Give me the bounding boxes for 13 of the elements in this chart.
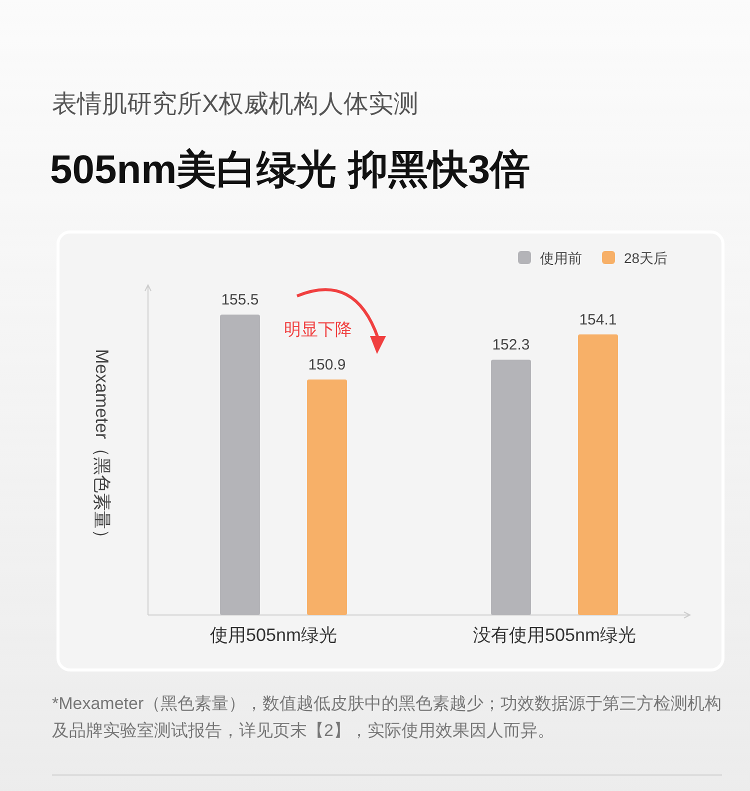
y-axis-title: Mexameter（黑色素量） (92, 348, 112, 548)
chart-title: 505nm美白绿光 抑黑快3倍 (50, 147, 530, 192)
x-tick-label: 没有使用505nm绿光 (472, 625, 636, 645)
x-tick-label: 使用505nm绿光 (210, 625, 338, 645)
annotation: 明显下降 (284, 320, 352, 339)
legend-label: 28天后 (624, 250, 668, 266)
data-label: 150.9 (308, 356, 346, 374)
data-label: 152.3 (492, 336, 530, 354)
data-label: 155.5 (221, 292, 259, 309)
data-label: 154.1 (579, 311, 617, 328)
legend-label: 使用前 (540, 250, 582, 266)
chart-subtitle: 表情肌研究所X权威机构人体实测 (52, 90, 419, 118)
text: *Mexameter（黑色素量），数值越低皮肤中的黑色素越少；功效数据源于第三方检测机构及品牌实验室测试报告，详见页末【2】，实际使用效果因人而异。 (52, 693, 722, 742)
